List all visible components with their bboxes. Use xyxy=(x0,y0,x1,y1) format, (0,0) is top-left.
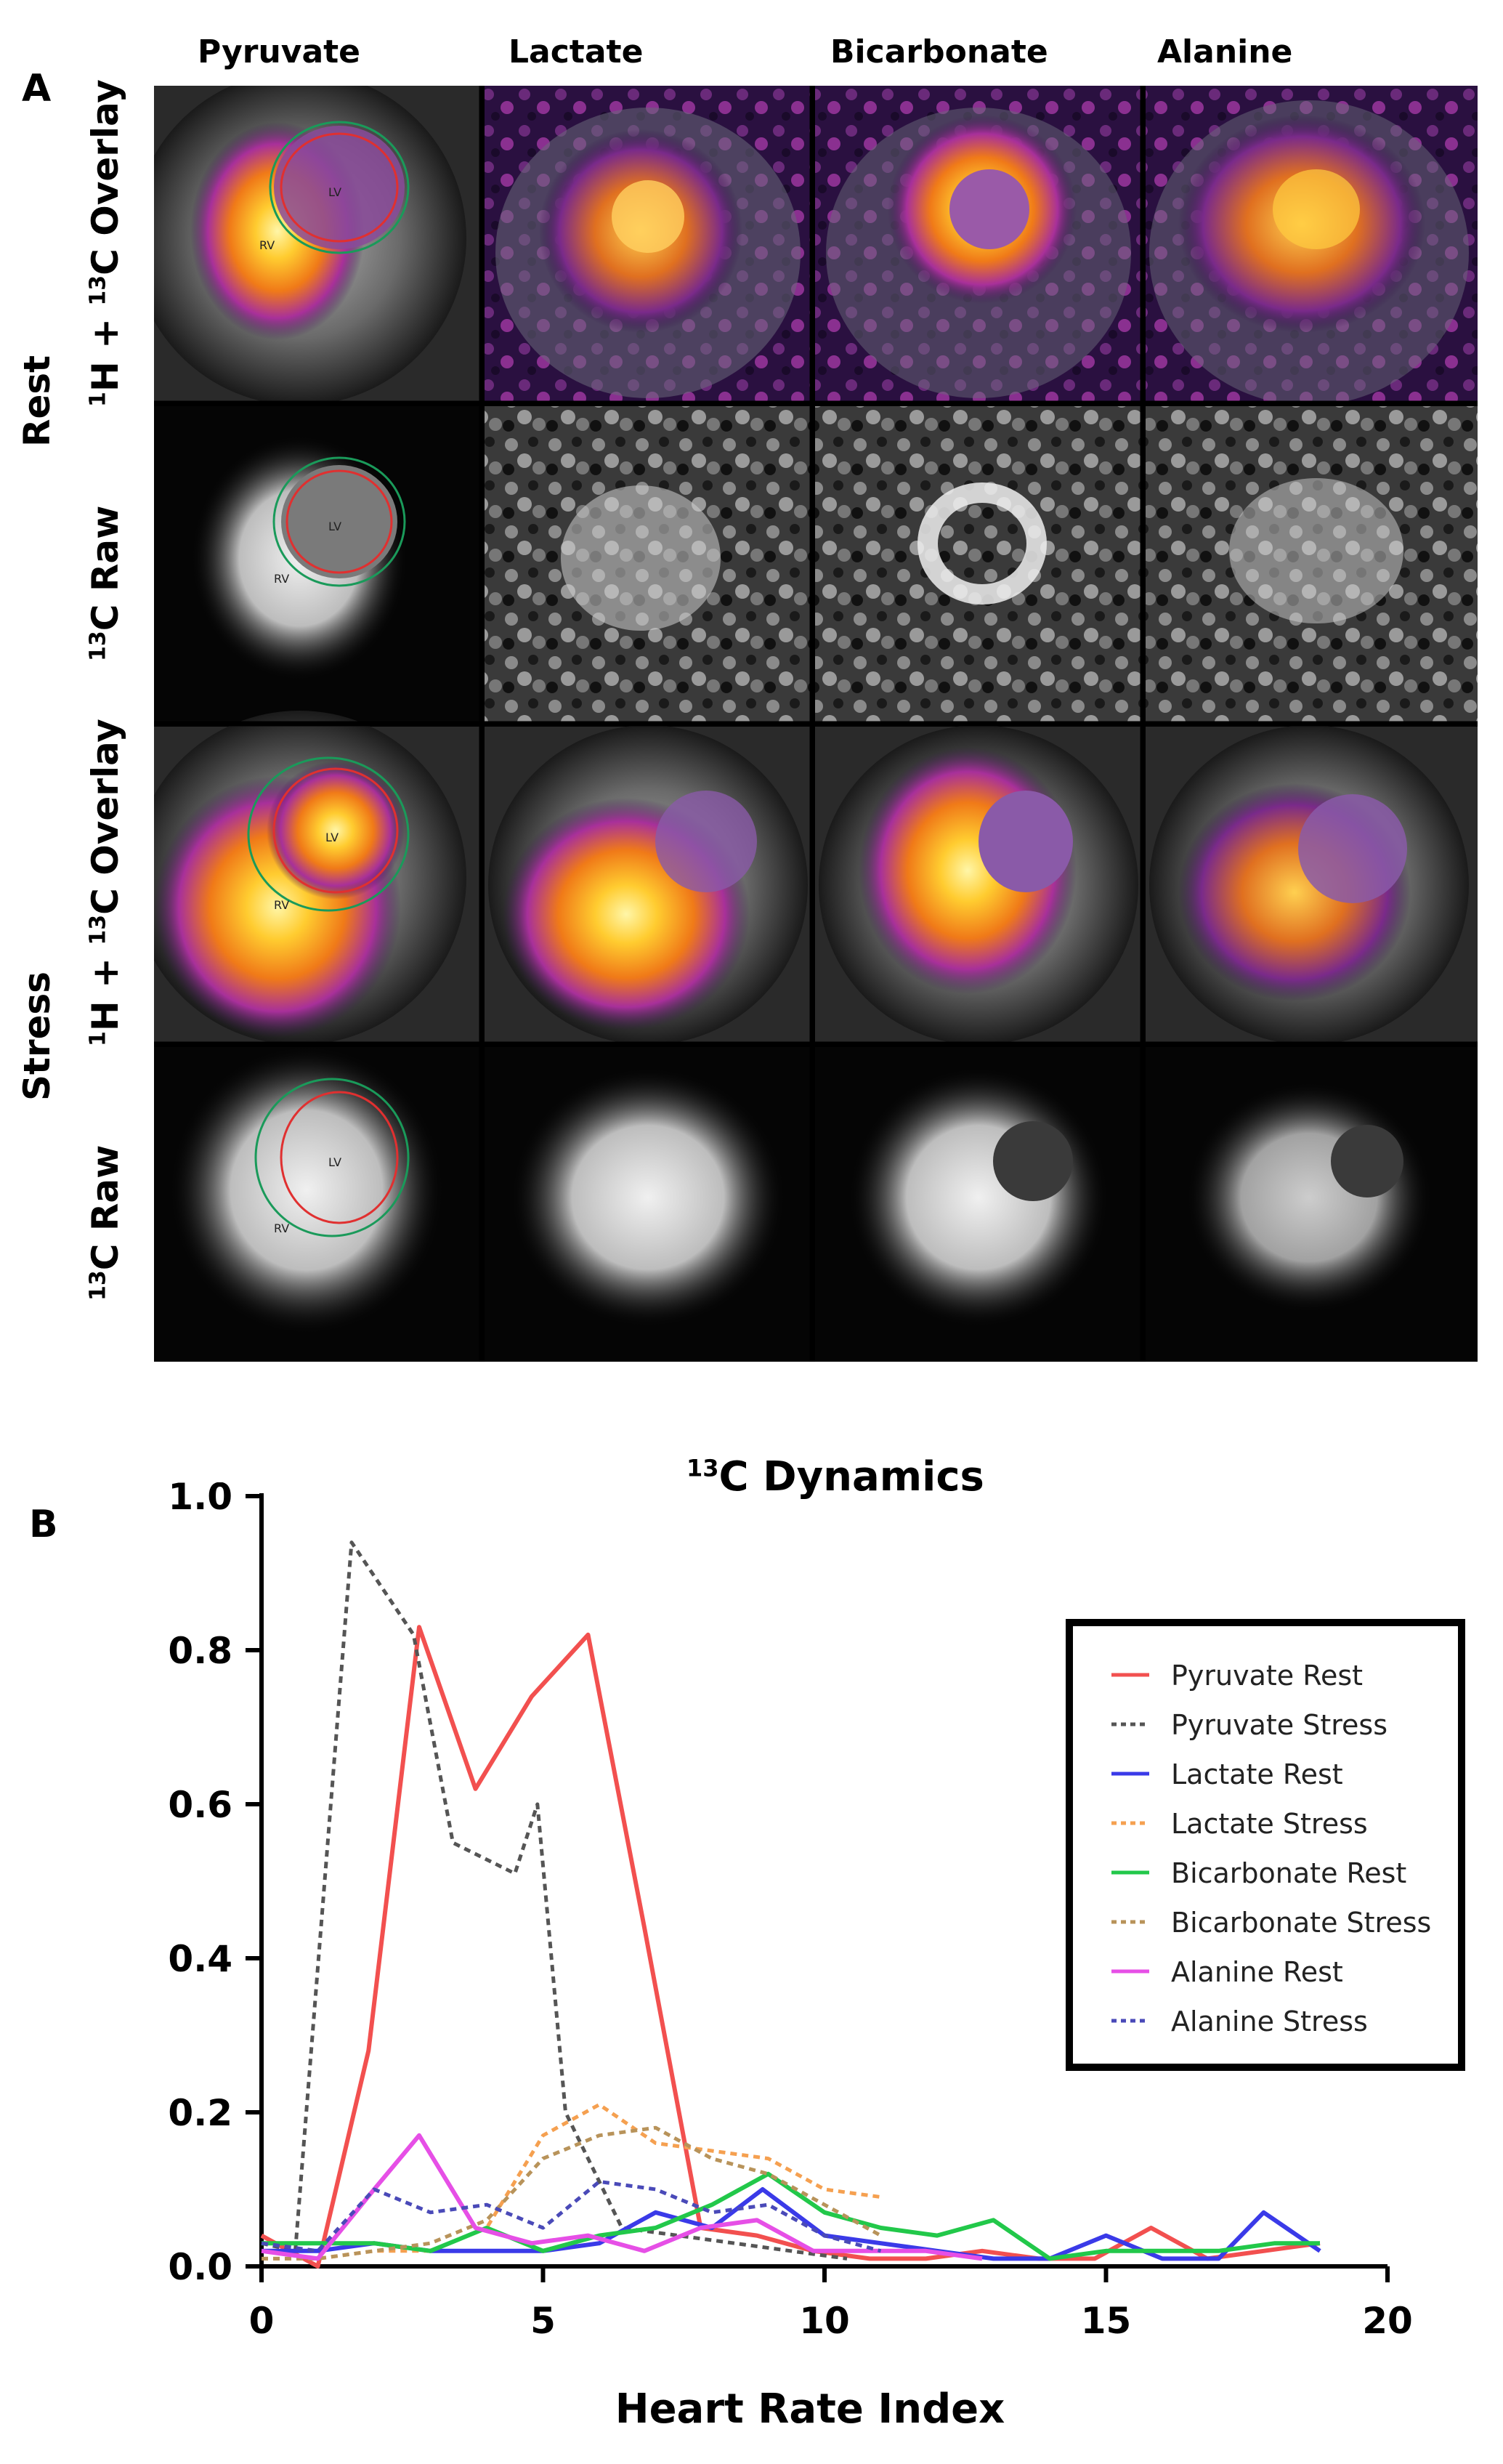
cell-stress-raw-alanine xyxy=(1146,1047,1478,1362)
legend-label: Lactate Stress xyxy=(1171,1808,1368,1840)
cell-rest-raw-pyruvate: LV RV xyxy=(154,406,479,722)
overlay-text-2: C Overlay xyxy=(84,79,126,275)
x-tick-label: 20 xyxy=(1362,2300,1413,2342)
chart-legend: Pyruvate Rest Pyruvate Stress Lactate Rest… xyxy=(1066,1619,1465,2071)
raw-text: C Raw xyxy=(84,505,126,631)
overlay-sup-1: 1 xyxy=(85,392,111,407)
rv-label-stress: RV xyxy=(274,898,289,912)
overlay-text-1: H + xyxy=(84,305,126,392)
cell-rest-raw-alanine xyxy=(1146,406,1478,722)
cell-stress-overlay-pyruvate: LV RV xyxy=(132,711,479,1045)
x-tick-label: 10 xyxy=(799,2300,850,2342)
legend-label: Bicarbonate Stress xyxy=(1171,1907,1431,1939)
cell-rest-overlay-bicarbonate xyxy=(815,86,1141,401)
row-label-raw-rest: 13C Raw xyxy=(84,506,126,661)
column-label-lactate: Lactate xyxy=(509,33,644,70)
row-label-overlay-rest: 1H + 13C Overlay xyxy=(84,79,126,407)
overlay-text-1-stress: H + xyxy=(84,945,126,1032)
legend-label: Pyruvate Rest xyxy=(1171,1660,1363,1692)
rv-label-stress-raw: RV xyxy=(274,1221,289,1235)
lv-label: LV xyxy=(328,185,341,199)
cell-stress-overlay-bicarbonate xyxy=(815,725,1141,1045)
y-tick-label: 0.6 xyxy=(168,1784,232,1826)
legend-label: Pyruvate Stress xyxy=(1171,1709,1387,1741)
dynamics-chart: 0.0 0.2 0.4 0.6 0.8 1.0 0 5 10 15 20 Heart Rate Ind… xyxy=(168,1482,1465,2427)
chart-title-sup: 13 xyxy=(686,1454,719,1482)
condition-label-stress: Stress xyxy=(16,971,58,1101)
cell-stress-overlay-lactate xyxy=(485,725,810,1045)
image-grid: LV RV LV RV xyxy=(132,71,1478,1362)
legend-box xyxy=(1066,1619,1465,2071)
cell-rest-overlay-alanine xyxy=(1146,86,1478,405)
x-axis-label: Heart Rate Index xyxy=(615,2386,1005,2427)
series-line-alanine-stress xyxy=(261,2179,882,2253)
x-tick-label: 5 xyxy=(530,2300,556,2342)
series-line-lactate-rest xyxy=(262,2187,1321,2261)
image-grid-svg: LV RV LV RV xyxy=(132,71,1478,1362)
y-tick-label: 1.0 xyxy=(168,1482,232,1518)
row-label-overlay-stress: 1H + 13C Overlay xyxy=(84,719,126,1046)
overlay-sup-1-stress: 1 xyxy=(85,1031,111,1046)
lv-label-stress: LV xyxy=(325,831,339,844)
lv-label-raw: LV xyxy=(328,520,341,533)
chart-series xyxy=(260,1540,1321,2269)
condition-label-rest: Rest xyxy=(16,355,58,447)
rv-label: RV xyxy=(259,238,275,252)
panel-b-letter: B xyxy=(29,1503,58,1546)
overlay-text-2-stress: C Overlay xyxy=(84,719,126,915)
legend-label: Alanine Rest xyxy=(1171,1956,1343,1988)
overlay-sup-2-stress: 13 xyxy=(85,914,111,945)
raw-sup: 13 xyxy=(85,631,111,661)
overlay-sup-2: 13 xyxy=(85,275,111,306)
y-tick-label: 0.4 xyxy=(168,1938,232,1980)
chart-title: 13C Dynamics xyxy=(686,1453,984,1500)
raw-text-stress: C Raw xyxy=(84,1144,126,1271)
cell-stress-overlay-alanine xyxy=(1146,725,1478,1045)
row-label-raw-stress: 13C Raw xyxy=(84,1145,126,1301)
chart-title-text: C Dynamics xyxy=(718,1453,984,1500)
cell-stress-raw-lactate xyxy=(485,1047,810,1362)
legend-label: Bicarbonate Rest xyxy=(1171,1857,1406,1889)
x-tick-label: 15 xyxy=(1081,2300,1132,2342)
y-tick-label: 0.0 xyxy=(168,2246,232,2288)
column-label-pyruvate: Pyruvate xyxy=(198,33,361,70)
series-line-pyruvate-stress xyxy=(261,1540,848,2261)
cell-rest-overlay-lactate xyxy=(485,86,810,401)
cell-rest-raw-lactate xyxy=(485,406,810,722)
lv-label-stress-raw: LV xyxy=(328,1155,341,1169)
column-label-bicarbonate: Bicarbonate xyxy=(830,33,1048,70)
cell-stress-raw-pyruvate: LV RV xyxy=(154,1045,479,1362)
rv-label-raw: RV xyxy=(274,572,289,586)
raw-sup-stress: 13 xyxy=(85,1270,111,1301)
legend-label: Lactate Rest xyxy=(1171,1758,1343,1790)
grid-separators xyxy=(154,86,1478,1362)
series-line-lactate-stress xyxy=(262,2102,881,2261)
panel-a-letter: A xyxy=(22,67,52,110)
series-line-bicarbonate-rest xyxy=(262,2171,1320,2261)
series-line-alanine-rest xyxy=(261,2133,983,2261)
cell-stress-raw-bicarbonate xyxy=(815,1047,1141,1362)
series-line-pyruvate-rest xyxy=(260,1625,1321,2269)
cell-rest-raw-bicarbonate xyxy=(815,406,1141,722)
y-tick-label: 0.8 xyxy=(168,1630,232,1672)
legend-label: Alanine Stress xyxy=(1171,2005,1368,2037)
column-label-alanine: Alanine xyxy=(1157,33,1293,70)
cell-rest-overlay-pyruvate: LV RV xyxy=(132,71,479,405)
y-tick-label: 0.2 xyxy=(168,2092,232,2134)
chart-axes: 0.0 0.2 0.4 0.6 0.8 1.0 0 5 10 15 20 Heart Rate Ind… xyxy=(168,1482,1412,2427)
x-tick-label: 0 xyxy=(249,2300,275,2342)
